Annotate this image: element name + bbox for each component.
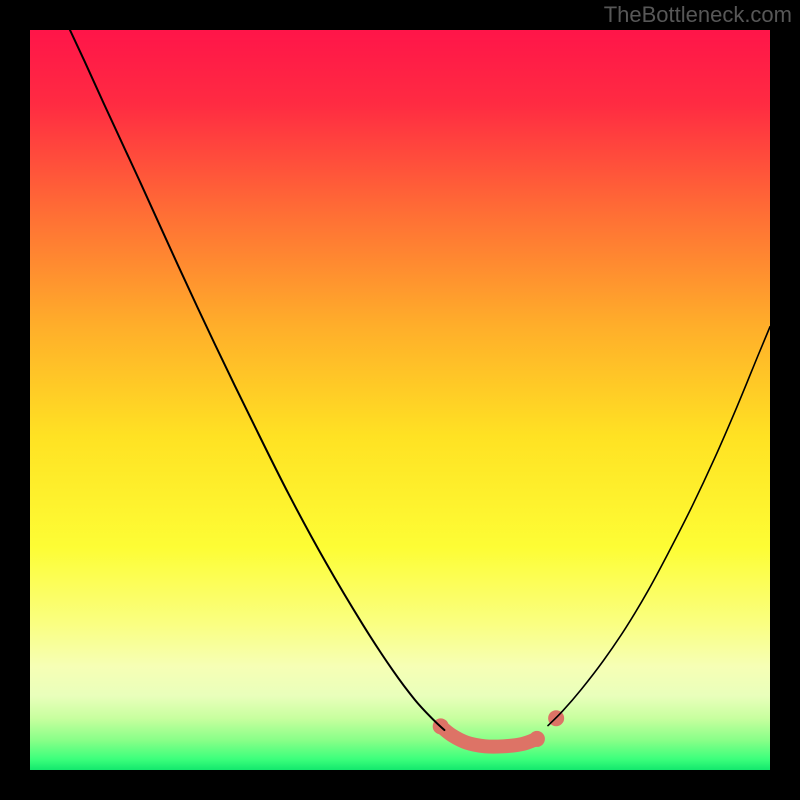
heatmap-background [30, 30, 770, 770]
chart-container: TheBottleneck.com [0, 0, 800, 800]
plot-area [0, 0, 800, 800]
highlight-cap-end [529, 731, 545, 747]
bottleneck-chart [0, 0, 800, 800]
